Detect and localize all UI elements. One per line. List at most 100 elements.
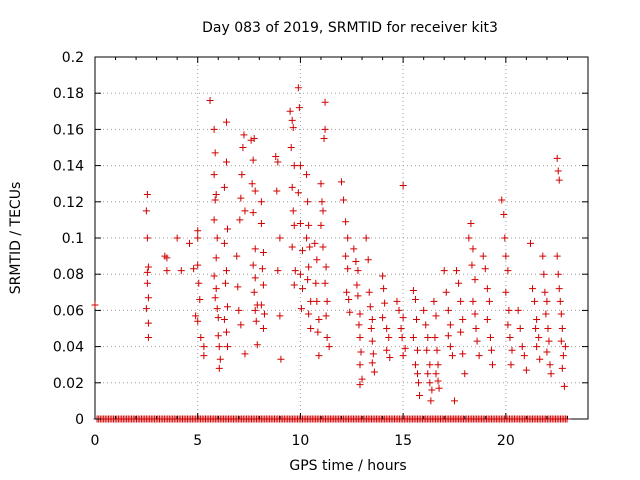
data-point bbox=[340, 196, 348, 204]
data-point bbox=[542, 310, 550, 318]
data-point bbox=[222, 267, 230, 275]
data-point bbox=[342, 252, 350, 260]
data-point bbox=[303, 234, 311, 242]
data-point bbox=[237, 194, 245, 202]
data-point bbox=[442, 288, 450, 296]
data-point bbox=[194, 317, 202, 325]
data-point bbox=[554, 270, 562, 278]
y-tick-label: 0.06 bbox=[53, 303, 84, 319]
data-point bbox=[432, 370, 440, 378]
data-point bbox=[185, 239, 193, 247]
data-point bbox=[194, 261, 202, 269]
data-point bbox=[472, 325, 480, 332]
data-point bbox=[414, 346, 422, 354]
data-point bbox=[428, 386, 436, 394]
data-point bbox=[247, 136, 255, 144]
data-point bbox=[257, 301, 265, 309]
data-point bbox=[536, 355, 544, 363]
data-point bbox=[397, 325, 405, 332]
data-point bbox=[364, 256, 372, 264]
data-point bbox=[483, 285, 491, 293]
data-point bbox=[501, 234, 509, 242]
data-point bbox=[368, 315, 376, 323]
data-point bbox=[296, 162, 304, 170]
data-point bbox=[481, 265, 489, 273]
data-point bbox=[315, 315, 323, 323]
data-point bbox=[356, 361, 364, 369]
data-point bbox=[321, 125, 329, 133]
data-point bbox=[220, 183, 228, 191]
data-point bbox=[455, 279, 463, 287]
data-point bbox=[450, 397, 458, 405]
data-point bbox=[222, 118, 230, 126]
x-tick-label: 20 bbox=[497, 433, 515, 449]
data-point bbox=[354, 292, 362, 300]
data-point bbox=[504, 321, 512, 329]
data-point bbox=[241, 207, 249, 215]
data-point bbox=[344, 265, 352, 273]
data-point bbox=[457, 328, 465, 336]
data-point bbox=[498, 196, 506, 204]
data-point bbox=[422, 321, 430, 329]
data-point bbox=[307, 325, 315, 332]
data-point bbox=[251, 245, 259, 253]
data-point bbox=[502, 252, 510, 260]
data-point bbox=[541, 288, 549, 296]
data-point bbox=[379, 314, 387, 322]
data-point bbox=[144, 263, 152, 271]
data-point bbox=[274, 267, 282, 275]
data-point bbox=[214, 332, 222, 340]
data-point bbox=[317, 180, 325, 188]
data-point bbox=[277, 355, 285, 363]
data-point bbox=[307, 297, 315, 305]
data-point bbox=[539, 252, 547, 260]
data-point bbox=[426, 361, 434, 369]
data-point bbox=[471, 310, 479, 318]
data-point bbox=[457, 297, 465, 305]
data-point bbox=[409, 286, 417, 294]
data-point bbox=[479, 252, 487, 260]
data-point bbox=[251, 274, 259, 282]
data-point bbox=[531, 297, 539, 305]
data-point bbox=[274, 158, 282, 166]
data-point bbox=[257, 198, 265, 206]
data-point bbox=[177, 267, 185, 275]
data-point bbox=[212, 285, 220, 293]
data-point bbox=[194, 227, 202, 235]
data-point bbox=[368, 337, 376, 345]
data-point bbox=[356, 310, 364, 318]
data-point bbox=[502, 288, 510, 296]
data-point bbox=[142, 305, 150, 313]
y-tick-label: 0 bbox=[75, 412, 84, 428]
data-point bbox=[257, 220, 265, 228]
data-point bbox=[547, 370, 555, 378]
data-point bbox=[546, 361, 554, 369]
data-point bbox=[399, 182, 407, 190]
data-point bbox=[91, 301, 99, 309]
data-point bbox=[313, 297, 321, 305]
data-point bbox=[214, 314, 222, 322]
data-point bbox=[315, 352, 323, 360]
data-point bbox=[433, 346, 441, 354]
data-point bbox=[342, 218, 350, 226]
data-point bbox=[318, 198, 326, 206]
data-point bbox=[557, 337, 565, 345]
data-point bbox=[323, 297, 331, 305]
data-point bbox=[289, 207, 297, 215]
data-point bbox=[276, 234, 284, 242]
data-point bbox=[306, 243, 314, 251]
data-point bbox=[467, 220, 475, 228]
data-point bbox=[354, 267, 362, 275]
data-point bbox=[322, 312, 330, 320]
data-point bbox=[427, 397, 435, 405]
data-point bbox=[561, 343, 569, 351]
data-point bbox=[144, 294, 152, 302]
y-axis-title: SRMTID / TECUs bbox=[8, 182, 24, 295]
data-point bbox=[553, 154, 561, 162]
data-point bbox=[272, 153, 280, 161]
data-point bbox=[237, 321, 245, 329]
data-point bbox=[215, 343, 223, 351]
data-point bbox=[215, 364, 223, 372]
data-point bbox=[368, 359, 376, 367]
data-point bbox=[221, 279, 229, 287]
